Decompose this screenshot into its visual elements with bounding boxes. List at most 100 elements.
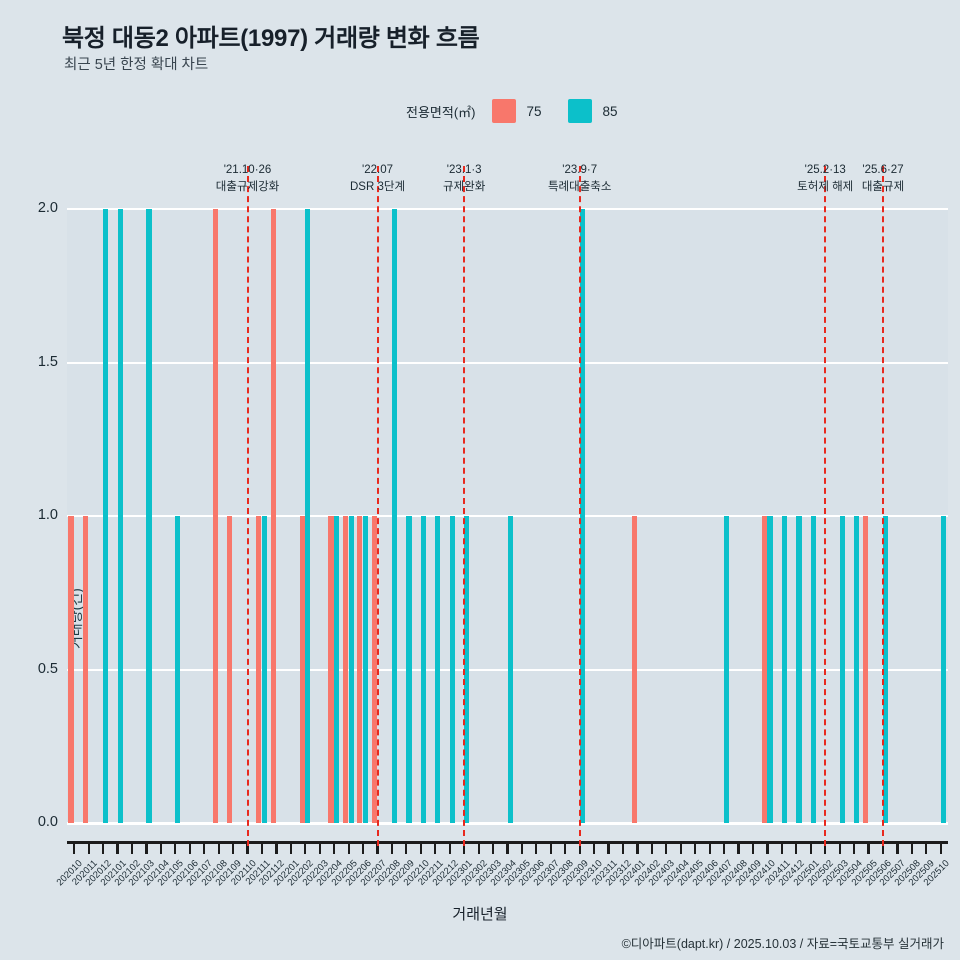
x-tick-mark — [896, 843, 899, 854]
bar[interactable] — [299, 516, 305, 823]
bar[interactable] — [810, 516, 816, 823]
x-tick-mark — [246, 843, 249, 854]
x-tick-mark — [621, 843, 625, 854]
event-name: 대출규제강화 — [215, 180, 280, 193]
event-name: 특례대출축소 — [547, 180, 612, 193]
bar[interactable] — [464, 516, 470, 823]
x-tick-mark — [361, 843, 365, 854]
footer-credit: ©디아파트(dapt.kr) / 2025.10.03 / 자료=국토교통부 실… — [621, 937, 944, 951]
x-tick-mark — [853, 843, 856, 854]
x-tick-mark — [174, 843, 177, 854]
bar[interactable] — [357, 516, 363, 823]
bar[interactable] — [261, 516, 268, 823]
x-tick-mark — [390, 843, 394, 854]
x-tick-mark — [347, 843, 350, 854]
x-tick-mark — [217, 843, 220, 854]
page-subtitle: 최근 5년 한정 확대 차트 — [64, 57, 209, 73]
event-name: 토허제 해제 — [797, 180, 854, 193]
event-label: '25.6·27 대출규제 — [813, 162, 953, 195]
bar[interactable] — [579, 209, 585, 823]
x-tick-mark — [448, 843, 451, 854]
x-tick-mark — [766, 843, 769, 854]
plot-baseline — [67, 823, 948, 825]
bar[interactable] — [117, 209, 123, 823]
legend: 전용면적(㎡) 75 85 — [406, 99, 644, 123]
bar[interactable] — [435, 516, 441, 823]
x-tick-mark — [130, 843, 134, 854]
bar[interactable] — [767, 516, 773, 823]
bar[interactable] — [342, 516, 349, 823]
x-tick-mark — [145, 843, 148, 854]
x-tick-mark — [275, 843, 278, 854]
x-tick-mark — [116, 843, 119, 854]
x-tick-mark — [939, 843, 942, 854]
bar[interactable] — [420, 516, 427, 823]
event-label: '23.1·3 규제완화 — [394, 162, 534, 195]
bar[interactable] — [854, 516, 860, 823]
y-tick-label: 1.5 — [37, 353, 58, 370]
legend-title: 전용면적(㎡) — [406, 104, 476, 120]
bar[interactable] — [449, 516, 455, 823]
x-tick-mark — [824, 843, 827, 854]
bar[interactable] — [862, 516, 868, 823]
event-label: '23.9·7 특례대출축소 — [510, 162, 650, 195]
bar[interactable] — [631, 516, 637, 823]
event-date: '21.10·26 — [223, 164, 272, 176]
y-tick-label: 0.0 — [37, 814, 58, 830]
event-line — [463, 166, 466, 846]
bar[interactable] — [724, 516, 730, 823]
x-tick-mark — [780, 843, 783, 854]
bar[interactable] — [348, 516, 354, 823]
bar[interactable] — [305, 209, 311, 823]
x-tick-mark — [723, 843, 726, 854]
bar[interactable] — [103, 209, 109, 823]
event-name: 규제완화 — [443, 180, 486, 193]
x-tick-mark — [405, 843, 408, 854]
x-tick-mark — [593, 843, 596, 854]
x-tick-mark — [809, 843, 812, 854]
y-tick-label: 2.0 — [37, 200, 58, 216]
x-tick-mark — [535, 843, 538, 854]
legend-swatch-85[interactable] — [567, 99, 592, 123]
bar[interactable] — [781, 516, 788, 823]
bar[interactable] — [227, 516, 233, 823]
x-tick-mark — [188, 843, 191, 854]
x-tick-mark — [289, 843, 292, 854]
x-tick-mark — [751, 843, 755, 854]
bar[interactable] — [363, 516, 369, 823]
bar[interactable] — [371, 516, 377, 823]
bar[interactable] — [406, 516, 412, 823]
bar[interactable] — [940, 516, 946, 823]
page-title: 북정 대동2 아파트(1997) 거래량 변화 흐름 — [62, 25, 480, 52]
x-tick-mark — [910, 843, 913, 854]
bar[interactable] — [175, 516, 181, 823]
bar[interactable] — [507, 516, 513, 823]
event-label: '21.10·26 대출규제강화 — [178, 162, 318, 195]
x-tick-mark — [376, 843, 379, 854]
bar[interactable] — [68, 516, 74, 823]
event-line — [578, 166, 581, 846]
bar[interactable] — [146, 209, 152, 823]
bar[interactable] — [212, 209, 219, 823]
bar[interactable] — [256, 516, 262, 823]
x-tick-mark — [506, 843, 509, 854]
bar[interactable] — [334, 516, 340, 823]
event-date: '22.07 — [362, 164, 393, 176]
x-tick-mark — [607, 843, 610, 854]
bar[interactable] — [328, 516, 334, 823]
bar[interactable] — [761, 516, 767, 823]
x-tick-mark — [795, 843, 798, 854]
y-tick-label: 0.5 — [37, 660, 58, 677]
bar[interactable] — [796, 516, 802, 823]
x-tick-mark — [881, 843, 885, 854]
legend-swatch-75[interactable] — [491, 99, 516, 123]
bar[interactable] — [391, 209, 398, 823]
x-tick-mark — [867, 843, 870, 854]
bar[interactable] — [82, 516, 89, 823]
bar[interactable] — [839, 516, 845, 823]
x-tick-mark — [159, 843, 162, 854]
x-tick-mark — [102, 843, 105, 854]
event-name: 대출규제 — [861, 180, 905, 193]
bar[interactable] — [270, 209, 276, 823]
bar[interactable] — [883, 516, 889, 823]
